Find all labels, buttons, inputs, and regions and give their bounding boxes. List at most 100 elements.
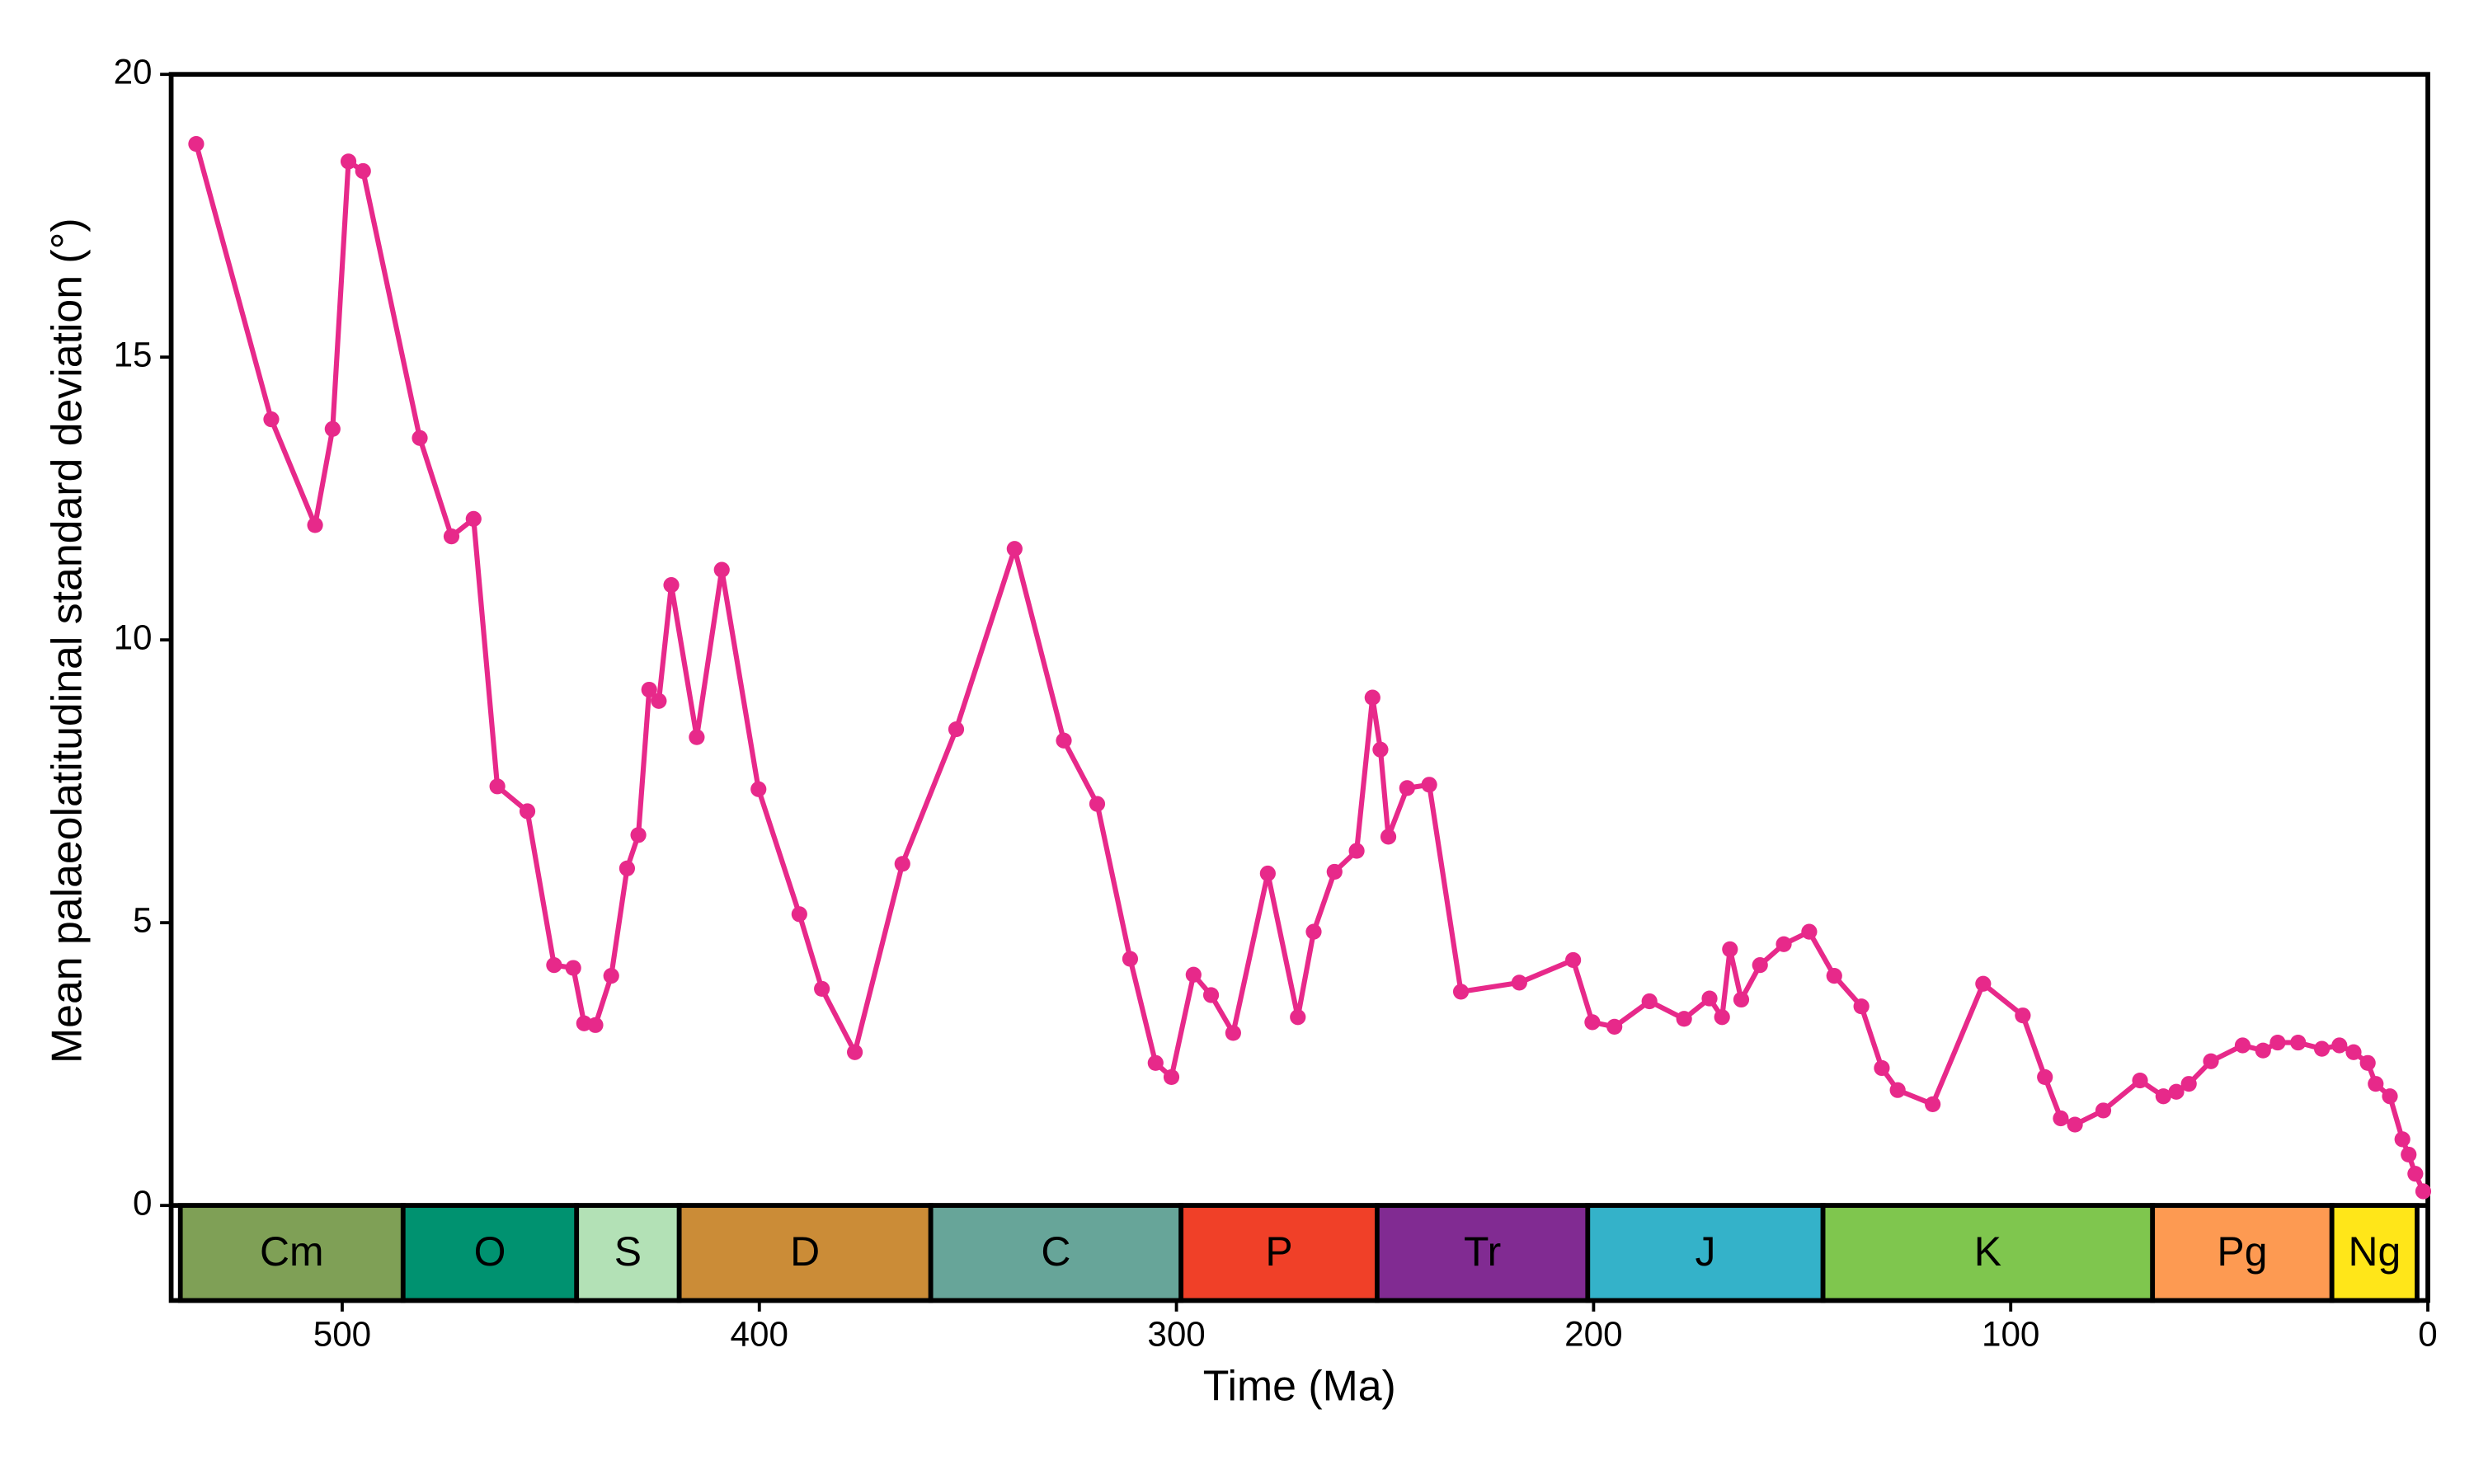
data-point <box>814 980 830 998</box>
data-point <box>1584 1014 1601 1031</box>
data-point <box>1889 1082 1906 1098</box>
data-point <box>1185 966 1202 983</box>
data-point <box>546 957 562 974</box>
data-point <box>1364 689 1380 706</box>
y-axis-label: Mean palaeolatitudinal standard deviatio… <box>42 218 90 1064</box>
period-label: Tr <box>1464 1228 1501 1275</box>
data-point <box>1225 1025 1241 1041</box>
data-point <box>1714 1009 1730 1026</box>
data-point <box>2269 1034 2286 1051</box>
plot-frame <box>168 72 2430 1303</box>
data-point <box>1006 541 1023 557</box>
y-tick-label: 15 <box>114 335 153 373</box>
data-point <box>2331 1037 2348 1054</box>
period-box <box>177 1203 406 1303</box>
data-point <box>1348 843 1365 859</box>
data-point <box>1511 974 1527 991</box>
data-point <box>750 781 767 797</box>
data-point <box>2345 1044 2362 1060</box>
data-point <box>1925 1096 1941 1112</box>
data-point <box>2155 1088 2171 1105</box>
y-tick-label: 5 <box>133 900 152 939</box>
period-box <box>2150 1203 2335 1303</box>
data-point <box>1056 732 1072 749</box>
data-point <box>2180 1076 2197 1092</box>
data-point <box>618 860 636 876</box>
period-label: O <box>474 1228 506 1275</box>
data-point <box>2037 1068 2053 1086</box>
data-point <box>1776 936 1792 952</box>
data-point <box>641 681 657 698</box>
data-point <box>2368 1076 2384 1092</box>
period-label: D <box>790 1228 820 1275</box>
data-point <box>651 693 667 709</box>
data-point <box>2407 1166 2424 1182</box>
data-point <box>1733 991 1750 1008</box>
x-tick-label: 100 <box>1982 1315 2039 1354</box>
data-point <box>894 856 910 872</box>
data-point <box>1259 865 1276 882</box>
data-point <box>340 153 357 170</box>
period-label: Ng <box>2348 1228 2401 1275</box>
data-point <box>2290 1034 2307 1051</box>
y-tick-label: 20 <box>114 52 153 91</box>
data-point <box>2401 1146 2417 1163</box>
data-point <box>1565 951 1582 969</box>
data-point <box>355 162 371 180</box>
data-point <box>948 721 965 738</box>
data-point <box>1874 1059 1890 1077</box>
data-point <box>689 729 705 745</box>
data-point <box>2168 1083 2185 1100</box>
data-point <box>1975 975 1992 992</box>
data-point <box>1752 957 1768 974</box>
data-point <box>465 510 482 527</box>
data-point <box>1701 990 1718 1007</box>
data-point <box>1147 1054 1164 1071</box>
data-point <box>791 906 807 923</box>
data-point <box>2015 1007 2031 1024</box>
data-point <box>1326 863 1343 881</box>
period-label: Pg <box>2217 1228 2267 1275</box>
period-label: S <box>614 1228 642 1275</box>
data-point <box>2313 1040 2331 1057</box>
data-point <box>713 561 730 578</box>
data-point <box>2234 1037 2251 1054</box>
period-label: C <box>1041 1228 1070 1275</box>
data-point <box>489 778 506 795</box>
data-point <box>1399 780 1415 796</box>
data-point <box>2255 1042 2271 1059</box>
data-point <box>587 1017 604 1033</box>
data-point <box>2203 1053 2219 1069</box>
data-point <box>663 577 680 594</box>
data-point <box>2382 1088 2398 1105</box>
data-point <box>2095 1102 2112 1119</box>
data-point <box>519 803 536 819</box>
data-point <box>1372 741 1389 758</box>
x-tick-label: 400 <box>731 1315 788 1354</box>
data-point <box>1676 1011 1692 1027</box>
period-label: J <box>1695 1228 1715 1275</box>
data-point <box>1202 987 1220 1003</box>
data-point <box>1452 984 1470 1000</box>
x-tick-label: 500 <box>313 1315 371 1354</box>
data-point <box>1163 1068 1180 1086</box>
x-tick-label: 200 <box>1564 1315 1622 1354</box>
period-label: Cm <box>260 1228 324 1275</box>
data-point <box>1801 923 1818 940</box>
data-point <box>188 135 205 153</box>
y-tick-label: 0 <box>133 1183 152 1222</box>
data-point <box>2359 1054 2376 1071</box>
x-axis-label: Time (Ma) <box>1203 1362 1396 1410</box>
data-point <box>1290 1009 1306 1026</box>
period-box <box>1178 1203 1380 1303</box>
data-point <box>1641 993 1658 1010</box>
data-point <box>565 960 581 976</box>
data-line <box>193 143 2426 1193</box>
data-point <box>324 420 341 437</box>
period-label: P <box>1265 1228 1292 1275</box>
data-point <box>1421 777 1437 793</box>
data-point <box>307 517 323 533</box>
data-point <box>2132 1072 2148 1089</box>
